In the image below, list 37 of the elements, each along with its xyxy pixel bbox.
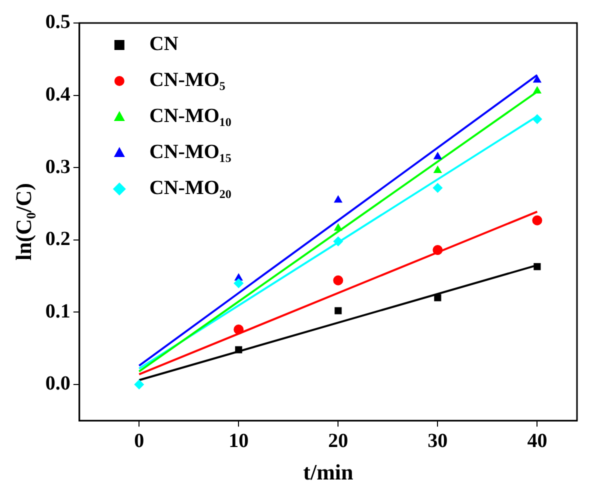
point <box>334 195 342 203</box>
point <box>432 244 443 255</box>
y-tick-label: 0.1 <box>45 300 70 322</box>
y-tick-label: 0.3 <box>45 156 70 178</box>
point <box>333 275 344 286</box>
point <box>532 114 542 124</box>
point <box>235 346 242 354</box>
legend-label: CN <box>149 33 179 56</box>
point <box>532 215 542 226</box>
point <box>433 165 442 173</box>
legend-label: CN-MO₂₀ <box>149 177 232 200</box>
point <box>234 278 244 288</box>
x-axis-title: t/min <box>303 459 354 484</box>
point <box>532 75 542 83</box>
y-axis-title: ln(C₀/C) <box>10 183 36 261</box>
point <box>534 263 541 270</box>
point <box>433 152 442 160</box>
point <box>134 379 144 390</box>
y-tick-label: 0.5 <box>45 11 70 34</box>
x-tick-label: 40 <box>527 430 548 452</box>
y-tick-label: 0.4 <box>45 83 70 106</box>
x-tick-label: 20 <box>328 430 348 452</box>
point <box>234 324 244 335</box>
point <box>334 307 342 314</box>
x-tick-label: 0 <box>134 430 144 452</box>
legend-label: CN-MO₁₅ <box>149 141 232 164</box>
point <box>434 294 442 302</box>
point <box>432 182 443 193</box>
point <box>334 223 342 231</box>
y-tick-label: 0.0 <box>45 372 70 395</box>
x-tick-label: 10 <box>228 430 249 452</box>
y-tick-label: 0.2 <box>45 228 70 250</box>
point <box>532 86 542 94</box>
legend-label: CN-MO₅ <box>149 69 226 92</box>
x-tick-label: 30 <box>428 430 448 452</box>
point <box>333 236 344 246</box>
legend-label: CN-MO₁₀ <box>149 105 232 128</box>
